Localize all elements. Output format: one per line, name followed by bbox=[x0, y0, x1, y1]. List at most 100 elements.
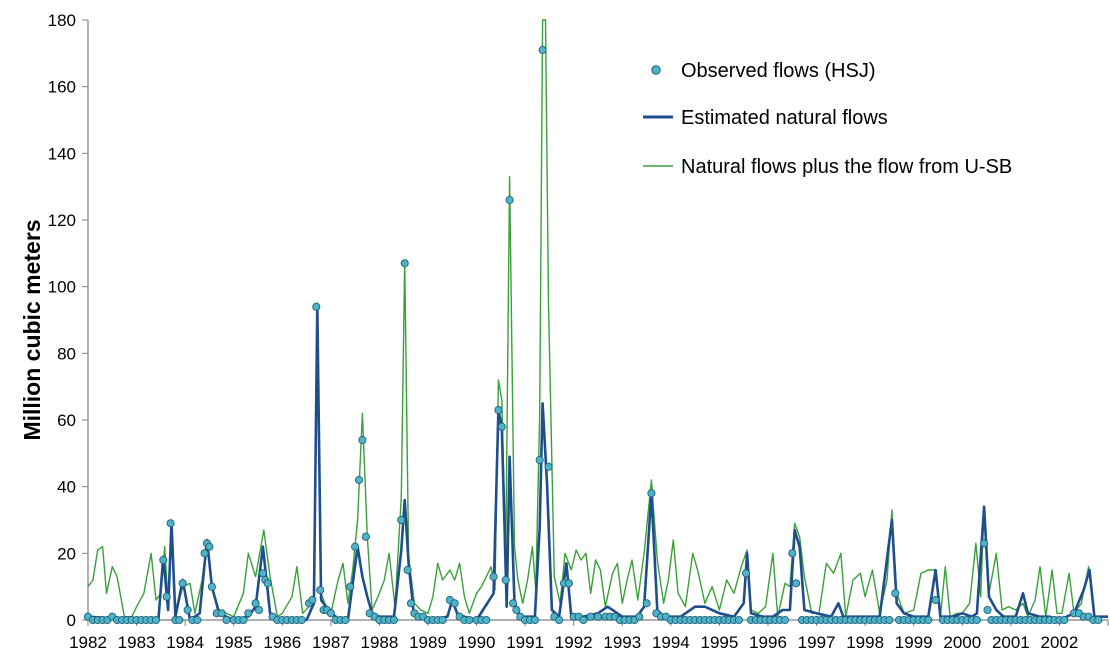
observed-point bbox=[162, 592, 171, 601]
observed-point bbox=[254, 605, 264, 615]
x-tick-label: 1988 bbox=[361, 633, 399, 652]
observed-point bbox=[482, 615, 491, 625]
observed-point bbox=[358, 435, 367, 445]
y-tick-label: 0 bbox=[67, 611, 76, 630]
observed-point bbox=[200, 549, 209, 558]
observed-point bbox=[354, 475, 364, 485]
observed-point bbox=[788, 549, 797, 558]
observed-point bbox=[297, 615, 306, 625]
observed-point bbox=[489, 572, 498, 581]
observed-point bbox=[251, 599, 260, 608]
y-tick-label: 80 bbox=[57, 344, 76, 363]
observed-point bbox=[980, 539, 989, 548]
x-axis-ticks: 1982 1983 1984 1985 1986 1987 1988 1989 1990 1991… bbox=[69, 620, 1109, 652]
observed-point bbox=[400, 259, 409, 268]
x-tick-label: 1999 bbox=[895, 633, 933, 652]
y-tick-label: 100 bbox=[48, 278, 76, 297]
observed-point bbox=[505, 195, 514, 205]
y-tick-label: 60 bbox=[57, 411, 76, 430]
observed-point bbox=[538, 45, 547, 55]
observed-point bbox=[346, 582, 355, 591]
observed-point bbox=[438, 615, 447, 625]
x-tick-label: 1990 bbox=[458, 633, 496, 652]
observed-point bbox=[193, 615, 202, 625]
x-tick-label: 1997 bbox=[798, 633, 836, 652]
observed-point bbox=[891, 589, 900, 598]
observed-point bbox=[1094, 615, 1103, 625]
observed-point bbox=[1060, 615, 1069, 625]
x-tick-label: 1991 bbox=[506, 633, 544, 652]
observed-point bbox=[222, 615, 231, 625]
observed-point bbox=[217, 609, 226, 618]
observed-point bbox=[579, 615, 588, 625]
observed-point bbox=[316, 585, 325, 595]
observed-markers bbox=[83, 45, 1103, 625]
observed-point bbox=[792, 579, 801, 588]
observed-point bbox=[351, 542, 360, 551]
observed-point bbox=[244, 609, 253, 618]
observed-point bbox=[397, 515, 406, 525]
observed-point bbox=[555, 615, 564, 625]
observed-point bbox=[341, 615, 350, 625]
observed-point bbox=[530, 615, 539, 625]
x-tick-label: 1994 bbox=[652, 633, 690, 652]
observed-point bbox=[263, 579, 272, 588]
observed-point bbox=[389, 615, 399, 625]
observed-point bbox=[403, 565, 412, 575]
observed-point bbox=[159, 555, 168, 565]
y-tick-label: 120 bbox=[48, 211, 76, 230]
legend-label: Natural flows plus the flow from U-SB bbox=[681, 156, 1012, 178]
observed-point bbox=[178, 579, 187, 588]
observed-point bbox=[151, 615, 161, 625]
observed-point bbox=[494, 405, 503, 415]
x-tick-label: 1996 bbox=[749, 633, 787, 652]
legend-marker-observed bbox=[651, 65, 661, 75]
y-tick-label: 140 bbox=[48, 144, 76, 163]
x-tick-label: 1998 bbox=[846, 633, 884, 652]
observed-point bbox=[742, 569, 751, 578]
x-tick-label: 1983 bbox=[118, 633, 156, 652]
observed-point bbox=[508, 599, 518, 608]
observed-point bbox=[535, 455, 544, 465]
y-tick-label: 180 bbox=[48, 11, 76, 30]
observed-point bbox=[501, 575, 510, 585]
x-tick-label: 1992 bbox=[555, 633, 593, 652]
observed-point bbox=[406, 599, 416, 608]
legend-label: Observed flows (HSJ) bbox=[681, 60, 876, 82]
observed-point bbox=[497, 422, 506, 431]
observed-point bbox=[544, 462, 553, 471]
legend: Observed flows (HSJ) Estimated natural fl… bbox=[643, 60, 1012, 178]
observed-point bbox=[308, 595, 317, 605]
observed-point bbox=[326, 609, 335, 618]
observed-point bbox=[642, 599, 651, 608]
x-tick-label: 1989 bbox=[409, 633, 447, 652]
observed-point bbox=[512, 605, 521, 615]
x-tick-label: 1982 bbox=[69, 633, 107, 652]
observed-point bbox=[183, 605, 192, 615]
observed-point bbox=[586, 612, 595, 621]
y-tick-label: 40 bbox=[57, 478, 76, 497]
observed-point bbox=[972, 615, 981, 625]
x-tick-label: 1993 bbox=[603, 633, 641, 652]
x-tick-label: 2000 bbox=[943, 633, 981, 652]
observed-point bbox=[361, 532, 370, 541]
observed-point bbox=[258, 569, 267, 578]
observed-point bbox=[564, 579, 573, 588]
y-tick-label: 160 bbox=[48, 78, 76, 97]
series-line-2 bbox=[87, 19, 1108, 618]
observed-point bbox=[175, 615, 184, 625]
legend-label: Estimated natural flows bbox=[681, 107, 888, 129]
series-line-1 bbox=[87, 305, 1108, 622]
x-tick-label: 1995 bbox=[701, 633, 739, 652]
observed-point bbox=[166, 519, 175, 528]
observed-point bbox=[931, 595, 940, 605]
observed-point bbox=[207, 582, 216, 591]
observed-point bbox=[205, 542, 214, 551]
observed-point bbox=[885, 615, 894, 625]
observed-point bbox=[593, 612, 603, 621]
observed-point bbox=[647, 489, 656, 498]
y-axis-title: Million cubic meters bbox=[19, 219, 45, 440]
observed-point bbox=[635, 612, 644, 621]
